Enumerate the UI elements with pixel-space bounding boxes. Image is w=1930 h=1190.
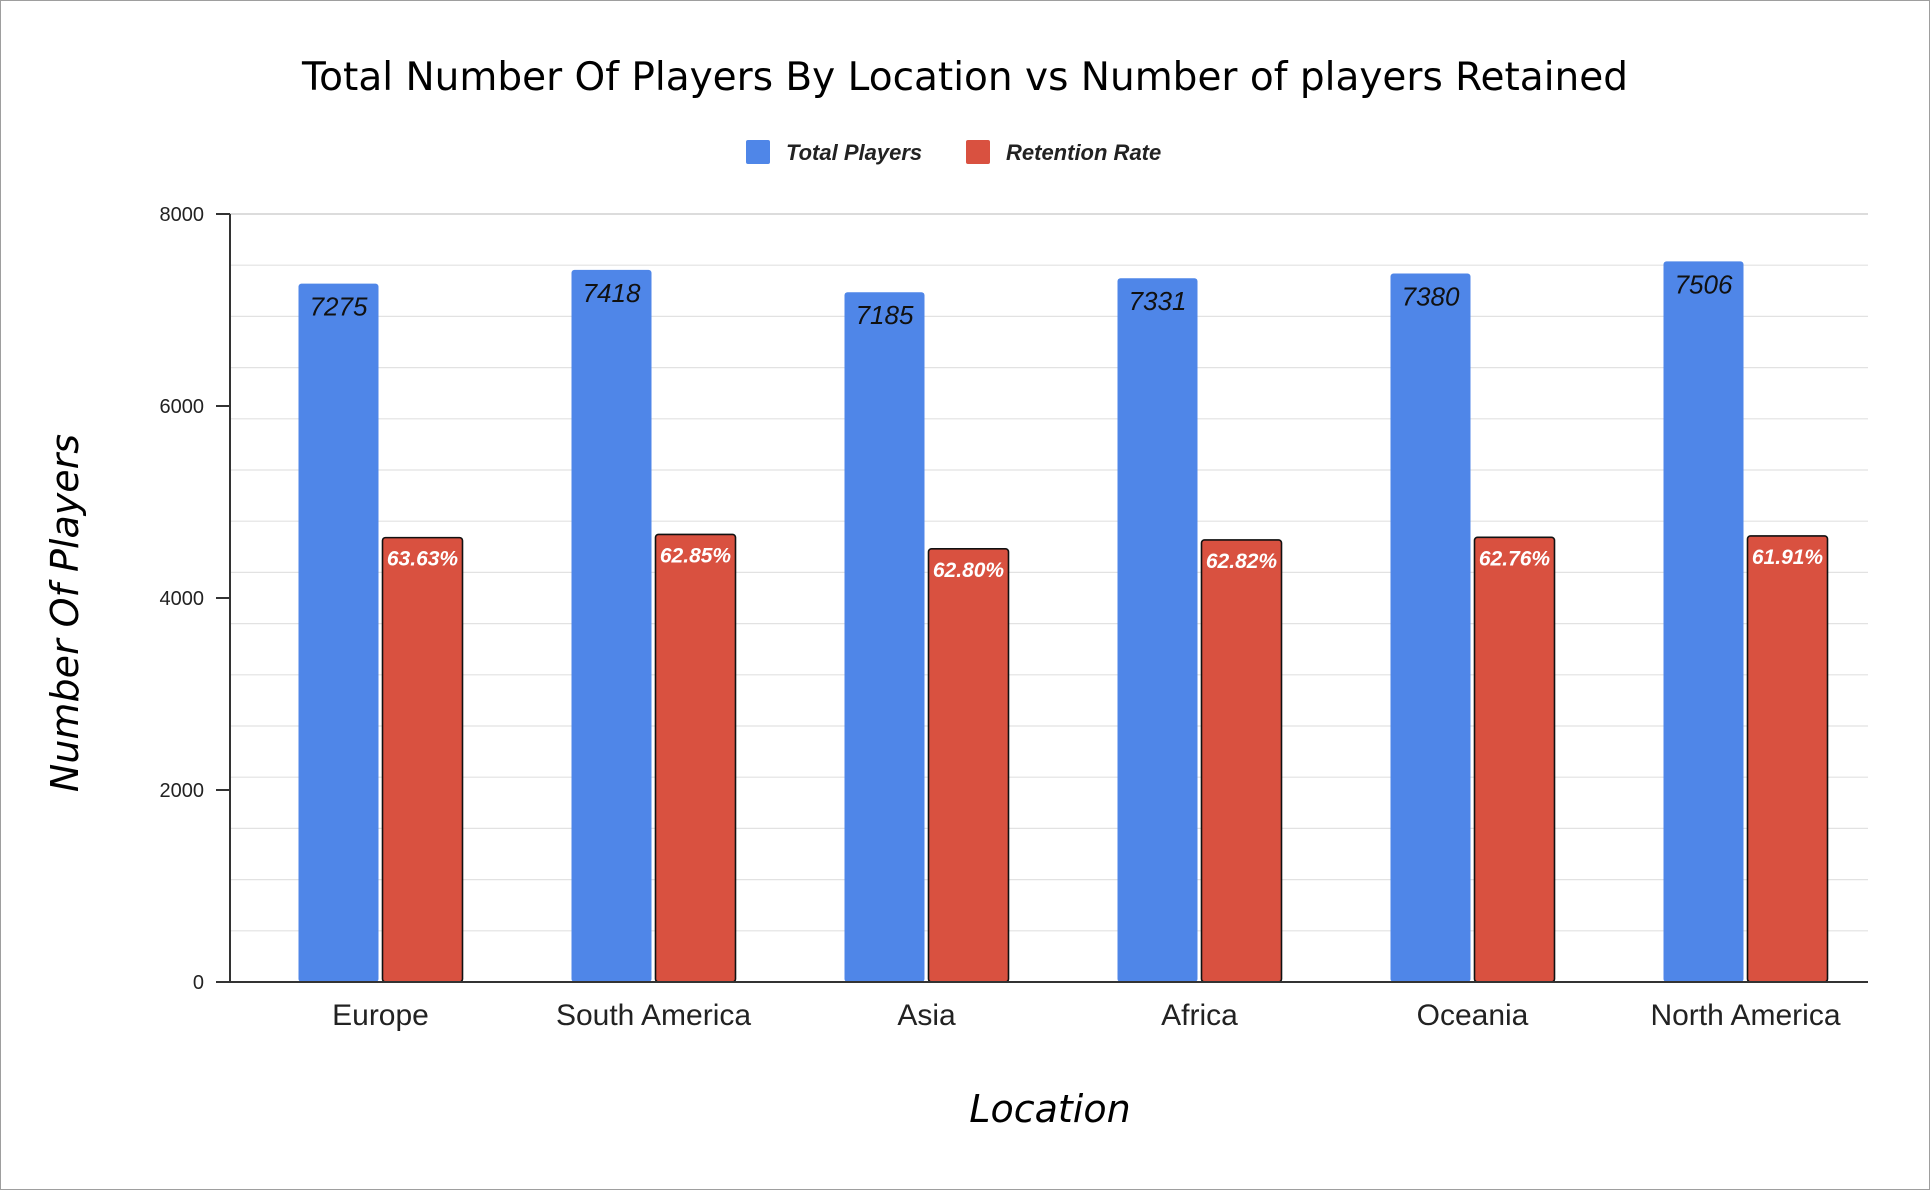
- x-tick-label: South America: [556, 999, 751, 1032]
- bar-total-players: [1390, 273, 1471, 982]
- data-label-total-players: 7380: [1402, 282, 1460, 312]
- data-label-retention-rate: 62.76%: [1479, 547, 1551, 570]
- data-label-total-players: 7418: [583, 278, 641, 308]
- x-tick-label: Oceania: [1417, 999, 1529, 1032]
- bar-retention-rate: [654, 533, 737, 983]
- bar-retention-rate: [927, 548, 1010, 983]
- bar-retention-rate: [1746, 535, 1829, 983]
- x-tick-label: North America: [1650, 999, 1840, 1032]
- data-label-total-players: 7275: [310, 292, 368, 322]
- legend: Total Players Retention Rate: [746, 140, 1161, 165]
- y-axis-ticks: 0 2000 4000 6000 8000: [160, 204, 230, 994]
- data-label-retention-rate: 63.63%: [387, 548, 459, 571]
- bar-total-players: [1117, 278, 1198, 982]
- data-label-retention-rate: 61.91%: [1752, 546, 1824, 569]
- legend-label-total-players: Total Players: [786, 140, 922, 165]
- data-label-retention-rate: 62.82%: [1206, 550, 1278, 573]
- bar-retention-rate: [1200, 539, 1283, 983]
- x-tick-label: Europe: [332, 999, 429, 1032]
- legend-swatch-retention-rate: [966, 140, 990, 164]
- y-tick-label: 2000: [160, 780, 205, 802]
- legend-swatch-total-players: [746, 140, 770, 164]
- gridlines: [230, 213, 1868, 932]
- data-label-total-players: 7506: [1675, 269, 1733, 299]
- y-tick-label: 6000: [160, 396, 205, 418]
- x-axis-ticks: Europe South America Asia Africa Oceania Nort…: [332, 999, 1841, 1032]
- x-tick-label: Africa: [1161, 999, 1238, 1032]
- legend-label-retention-rate: Retention Rate: [1006, 140, 1161, 165]
- bar-total-players: [571, 269, 652, 982]
- chart-title: Total Number Of Players By Location vs N…: [301, 55, 1628, 100]
- bar-retention-rate: [381, 536, 464, 983]
- y-tick-label: 0: [193, 972, 204, 994]
- x-tick-label: Asia: [897, 999, 956, 1032]
- data-label-retention-rate: 62.80%: [933, 559, 1005, 582]
- data-label-total-players: 7331: [1129, 286, 1187, 316]
- bars: 7275 63.63% 7418 62.85% 7185 62.80% 7331 62.82%…: [298, 261, 1829, 983]
- bar-total-players: [844, 292, 925, 982]
- data-label-total-players: 7185: [856, 300, 914, 330]
- bar-total-players: [1663, 261, 1744, 982]
- bar-retention-rate: [1473, 536, 1556, 983]
- y-axis-title: Number Of Players: [43, 434, 87, 792]
- x-axis-title: Location: [969, 1087, 1130, 1131]
- y-tick-label: 4000: [160, 588, 205, 610]
- bar-total-players: [298, 283, 379, 983]
- y-tick-label: 8000: [160, 204, 205, 226]
- data-label-retention-rate: 62.85%: [660, 544, 732, 567]
